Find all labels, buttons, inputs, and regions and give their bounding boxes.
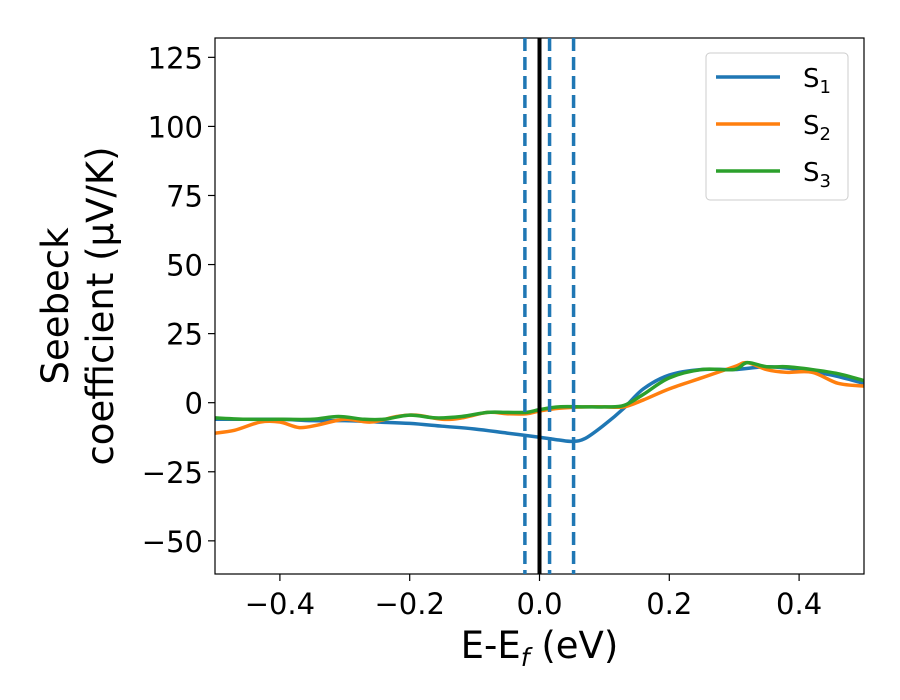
x-axis-ticks: −0.4 −0.2 0.0 0.2 0.4 <box>245 574 822 621</box>
y-tick-label: 0 <box>185 387 203 421</box>
y-tick-label: 25 <box>166 318 203 352</box>
vertical-reference-lines <box>523 38 576 574</box>
x-axis-title-unit: (eV) <box>530 624 619 667</box>
y-tick-label: −25 <box>142 456 203 490</box>
x-tick-label: −0.2 <box>374 587 444 621</box>
x-tick-label: 0.0 <box>516 587 562 621</box>
legend-label-s3: S3 <box>803 158 831 192</box>
legend: S1 S2 S3 <box>705 52 849 201</box>
y-tick-label: 100 <box>148 110 203 144</box>
y-axis-title-line1: Seebeck <box>34 227 77 385</box>
y-tick-label: −50 <box>142 525 203 559</box>
x-tick-label: 0.2 <box>646 587 692 621</box>
x-tick-label: 0.4 <box>776 587 822 621</box>
x-tick-label: −0.4 <box>245 587 315 621</box>
legend-entries: S1 S2 S3 <box>716 64 831 192</box>
legend-label-s1: S1 <box>803 64 831 98</box>
legend-label-s2: S2 <box>803 111 831 145</box>
y-axis-ticks: −50 −25 0 25 50 75 100 125 <box>142 41 215 559</box>
y-tick-label: 50 <box>166 249 203 283</box>
y-tick-label: 75 <box>166 179 203 213</box>
legend-box <box>705 52 849 201</box>
x-axis-title-main: E-E <box>461 624 521 667</box>
y-axis-title-line2: coefficient (μV/K) <box>79 146 122 465</box>
y-tick-label: 125 <box>148 41 203 75</box>
x-axis-title: E-Ef (eV) <box>461 624 619 672</box>
